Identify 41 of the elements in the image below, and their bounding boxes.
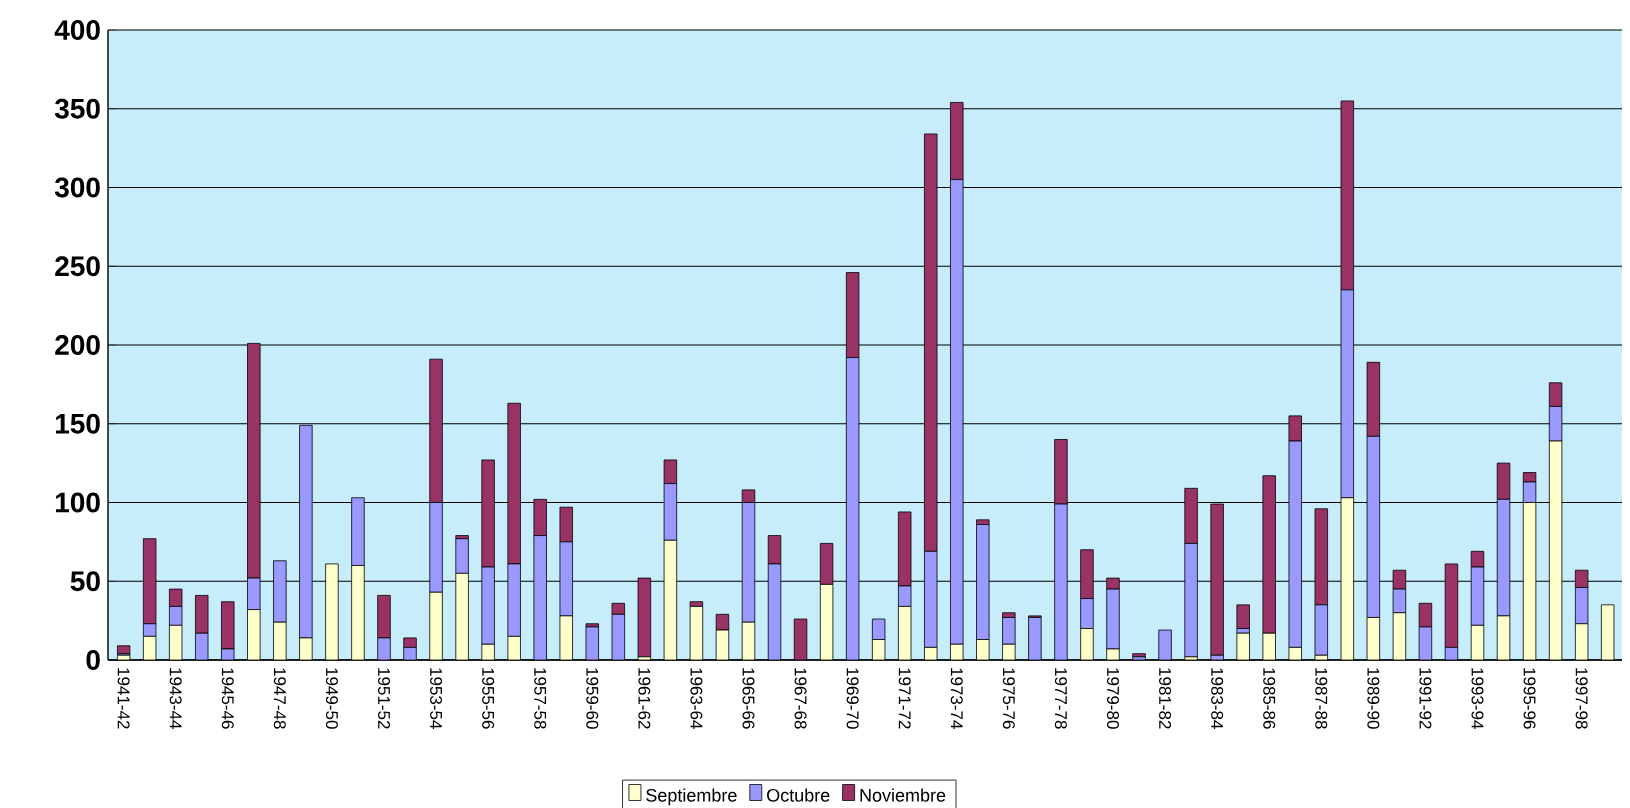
x-tick-label: 1983-84 [1211,668,1224,729]
y-tick-label: 100 [55,492,100,513]
x-tick-label: 1957-58 [534,668,547,729]
y-tick-label: 150 [55,413,100,434]
legend-label: Noviembre [860,788,946,802]
y-tick-label: 250 [55,256,100,277]
x-tick-label: 1989-90 [1367,668,1380,729]
y-tick-label: 400 [54,20,100,40]
x-tick-label: 1963-64 [690,668,703,729]
x-tick-label: 1981-82 [1159,668,1172,729]
x-tick-label: 1965-66 [742,668,755,729]
x-tick-label: 1995-96 [1523,668,1536,729]
x-tick-label: 1945-46 [221,668,234,729]
y-tick-label: 200 [55,335,100,355]
x-tick-label: 1993-94 [1471,668,1484,729]
y-tick-label: 350 [54,98,100,119]
y-tick-label: 0 [86,650,100,670]
x-tick-label: 1953-54 [430,668,443,729]
x-tick-label: 1985-86 [1263,668,1276,729]
x-tick-label: 1941-42 [117,668,130,729]
x-tick-label: 1969-70 [846,668,859,729]
x-tick-label: 1991-92 [1419,668,1432,729]
y-tick-label: 300 [54,177,100,198]
x-tick-label: 1979-80 [1106,668,1119,729]
x-tick-label: 1997-98 [1575,668,1588,729]
x-tick-label: 1943-44 [169,668,182,729]
x-tick-label: 1959-60 [586,668,599,729]
x-tick-label: 1961-62 [638,668,651,729]
x-tick-label: 1951-52 [377,668,390,729]
legend-label: Septiembre [646,788,737,806]
x-tick-label: 1949-50 [325,668,338,729]
x-tick-label: 1987-88 [1315,668,1328,729]
y-tick-label: 50 [70,571,100,592]
legend-label: Octubre [767,788,830,802]
x-tick-label: 1955-56 [482,668,495,729]
x-tick-label: 1973-74 [950,668,963,729]
x-tick-label: 1967-68 [794,668,807,729]
x-tick-label: 1977-78 [1054,668,1067,729]
x-tick-label: 1975-76 [1002,668,1015,729]
x-tick-label: 1971-72 [898,668,911,729]
x-tick-label: 1947-48 [273,668,286,729]
